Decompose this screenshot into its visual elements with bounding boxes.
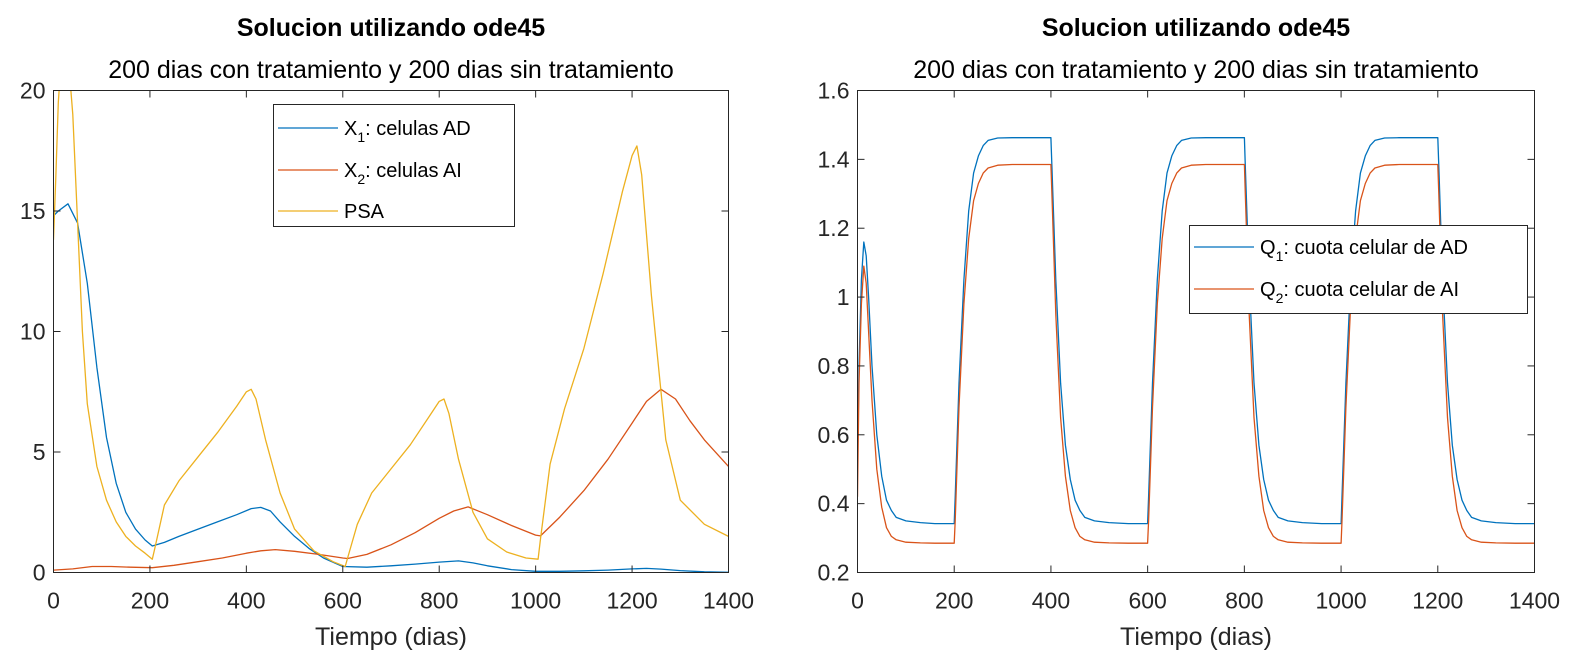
left-x-tick-label: 1400 — [703, 588, 754, 614]
left-y-tick-label: 5 — [33, 439, 46, 465]
right-x-tick-label: 1000 — [1315, 588, 1366, 614]
right-y-tick-label: 1.4 — [818, 146, 850, 172]
legend-entry-x1-rest: : celulas AD — [365, 118, 471, 140]
left-x-tick-label: 1000 — [510, 588, 561, 614]
right-x-tick-label: 0 — [851, 588, 864, 614]
legend-entry-x1-main: X — [344, 118, 357, 140]
chart-left-subtitle: 200 dias con tratamiento y 200 dias sin … — [108, 56, 674, 84]
legend-entry-q2-rest: : cuota celular de AI — [1283, 279, 1459, 301]
legend-entry-x2-rest: : celulas AI — [365, 160, 462, 182]
chart-right-legend: Q1: cuota celular de AD Q2: cuota celula… — [1189, 225, 1528, 314]
legend-entry-x2: X2: celulas AI — [344, 160, 462, 187]
right-y-tick-label: 0.2 — [818, 560, 850, 586]
legend-entry-x2-sub: 2 — [357, 171, 365, 187]
left-x-tick-label: 200 — [131, 588, 169, 614]
left-series-line-2 — [53, 388, 729, 571]
chart-left-y-ticks: 0 5 10 15 20 — [20, 78, 729, 586]
chart-left-plot-area — [53, 90, 729, 573]
right-series-line-2 — [857, 163, 1535, 544]
right-y-tick-label: 1.2 — [818, 215, 850, 241]
chart-right-legend-box — [1189, 225, 1528, 314]
right-x-tick-label: 1200 — [1412, 588, 1463, 614]
chart-right-y-ticks: 0.2 0.4 0.6 0.8 1 1.2 1.4 1.6 — [818, 78, 1535, 586]
chart-right-x-ticks: 0 200 400 600 800 1000 1200 1400 — [851, 90, 1560, 614]
chart-left-x-axis-label: Tiempo (dias) — [315, 623, 467, 651]
chart-left-legend: X1: celulas AD X2: celulas AI PSA — [273, 104, 515, 227]
chart-left: Solucion utilizando ode45 200 dias con t… — [20, 14, 754, 651]
left-x-tick-label: 600 — [324, 588, 362, 614]
left-series-line-1 — [53, 203, 729, 573]
left-y-tick-label: 10 — [20, 319, 46, 345]
right-y-tick-label: 1.6 — [818, 78, 850, 104]
left-x-tick-label: 400 — [227, 588, 265, 614]
chart-left-legend-box — [273, 104, 515, 227]
right-x-tick-label: 600 — [1128, 588, 1166, 614]
legend-entry-q1: Q1: cuota celular de AD — [1260, 237, 1468, 264]
chart-right-x-axis-label: Tiempo (dias) — [1120, 623, 1272, 651]
left-y-tick-label: 15 — [20, 198, 46, 224]
right-series-line-1 — [857, 137, 1535, 525]
right-y-tick-label: 1 — [837, 284, 850, 310]
chart-left-x-ticks: 0 200 400 600 800 1000 1200 1400 — [47, 90, 754, 614]
legend-entry-q2: Q2: cuota celular de AI — [1260, 279, 1459, 306]
chart-right-axes-box — [857, 90, 1535, 573]
chart-right: Solucion utilizando ode45 200 dias con t… — [818, 14, 1561, 651]
right-x-tick-label: 200 — [935, 588, 973, 614]
right-x-tick-label: 800 — [1225, 588, 1263, 614]
legend-entry-q1-rest: : cuota celular de AD — [1283, 237, 1468, 259]
legend-entry-x1-sub: 1 — [357, 129, 365, 145]
legend-entry-psa: PSA — [344, 201, 385, 223]
legend-entry-x2-main: X — [344, 160, 357, 182]
right-y-tick-label: 0.6 — [818, 422, 850, 448]
left-x-tick-label: 0 — [47, 588, 60, 614]
right-y-tick-label: 0.8 — [818, 353, 850, 379]
legend-entry-q1-sub: 1 — [1276, 248, 1284, 264]
legend-entry-q1-main: Q — [1260, 237, 1276, 259]
left-x-tick-label: 800 — [420, 588, 458, 614]
right-x-tick-label: 400 — [1032, 588, 1070, 614]
left-x-tick-label: 1200 — [606, 588, 657, 614]
legend-entry-x1: X1: celulas AD — [344, 118, 471, 145]
left-y-tick-label: 20 — [20, 78, 46, 104]
legend-entry-q2-main: Q — [1260, 279, 1276, 301]
chart-right-subtitle: 200 dias con tratamiento y 200 dias sin … — [913, 56, 1479, 84]
chart-left-title: Solucion utilizando ode45 — [237, 14, 545, 42]
right-x-tick-label: 1400 — [1509, 588, 1560, 614]
chart-right-plot-area — [857, 137, 1535, 544]
legend-entry-q2-sub: 2 — [1276, 290, 1284, 306]
right-y-tick-label: 0.4 — [818, 491, 850, 517]
left-y-tick-label: 0 — [33, 560, 46, 586]
chart-right-title: Solucion utilizando ode45 — [1042, 14, 1350, 42]
left-series-line-3 — [53, 90, 729, 568]
